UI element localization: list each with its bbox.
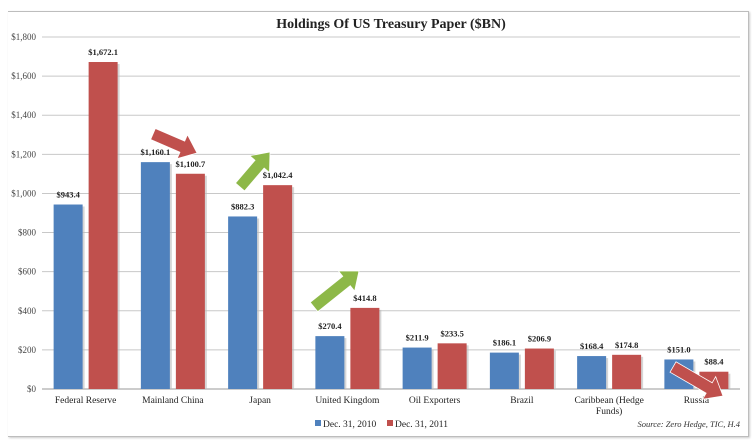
- x-tick-label: Brazil: [510, 396, 534, 406]
- y-tick-label: $1,400: [11, 110, 36, 120]
- y-tick-label: $1,200: [11, 149, 36, 159]
- bar: [175, 173, 205, 389]
- legend-label: Dec. 31, 2010: [323, 420, 377, 430]
- bar: [140, 162, 170, 389]
- trend-arrow-icon: [234, 151, 271, 192]
- bar: [612, 354, 642, 389]
- data-label: $270.4: [318, 321, 342, 331]
- x-tick-label: Federal Reserve: [55, 396, 116, 406]
- y-tick-label: $400: [18, 306, 37, 316]
- bar: [263, 185, 293, 389]
- bar: [489, 352, 519, 389]
- x-tick-label: Japan: [249, 396, 271, 406]
- data-label: $1,672.1: [88, 47, 118, 57]
- x-tick-label: Caribbean (Hedge: [574, 395, 643, 406]
- bar: [228, 216, 258, 389]
- data-label: $168.4: [580, 341, 604, 351]
- y-tick-label: $800: [18, 228, 37, 238]
- bar: [88, 62, 118, 389]
- legend: Dec. 31, 2010 Dec. 31, 2011: [315, 420, 448, 430]
- bar: [350, 307, 380, 389]
- legend-swatch: [315, 420, 321, 426]
- y-tick-label: $200: [18, 345, 37, 355]
- data-label: $1,100.7: [176, 159, 207, 169]
- legend-label: Dec. 31, 2011: [395, 420, 448, 430]
- data-label: $414.8: [353, 293, 376, 303]
- data-label: $943.4: [56, 190, 80, 200]
- data-label: $882.3: [231, 201, 254, 211]
- data-label: $88.4: [704, 357, 724, 367]
- trend-arrow-icon: [309, 270, 360, 313]
- data-label: $1,160.1: [141, 147, 171, 157]
- data-label: $206.9: [528, 334, 551, 344]
- y-tick-label: $600: [18, 267, 37, 277]
- y-tick-label: $1,600: [11, 71, 36, 81]
- x-tick-label: United Kingdom: [315, 396, 380, 406]
- bar: [524, 348, 554, 389]
- chart-title: Holdings Of US Treasury Paper ($BN): [276, 17, 506, 32]
- x-tick-label: Oil Exporters: [409, 396, 461, 406]
- chart-frame: [8, 11, 749, 437]
- trend-arrow-icon: [669, 361, 724, 400]
- x-tick-label: Funds): [596, 406, 622, 417]
- y-tick-label: $0: [27, 384, 37, 394]
- data-label: $1,042.4: [263, 170, 294, 180]
- data-label: $151.0: [667, 344, 690, 354]
- data-label: $186.1: [493, 338, 516, 348]
- x-tick-label: Russia: [684, 396, 710, 406]
- legend-swatch: [387, 420, 393, 426]
- x-tick-label: Mainland China: [142, 396, 204, 406]
- bar: [402, 347, 432, 389]
- data-label: $233.5: [440, 328, 463, 338]
- y-tick-label: $1,800: [11, 32, 36, 42]
- bar: [437, 343, 467, 389]
- data-label: $211.9: [406, 333, 429, 343]
- y-tick-label: $1,000: [11, 188, 36, 198]
- data-label: $174.8: [615, 340, 638, 350]
- bar: [53, 204, 83, 389]
- source-note: Source: Zero Hedge, TIC, H.4: [637, 419, 740, 429]
- trend-arrow-icon: [150, 127, 198, 160]
- bar: [577, 356, 607, 389]
- bar: [315, 336, 345, 389]
